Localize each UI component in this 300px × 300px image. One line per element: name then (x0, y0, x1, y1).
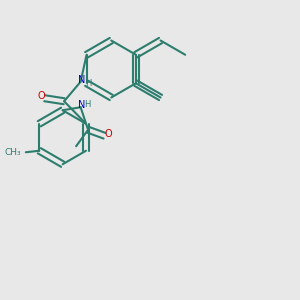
Text: H: H (85, 79, 91, 88)
Text: N: N (77, 100, 85, 110)
Text: H: H (84, 100, 90, 109)
Text: O: O (105, 129, 112, 139)
Text: CH₃: CH₃ (5, 148, 21, 157)
Text: O: O (37, 91, 45, 101)
Text: N: N (78, 75, 86, 85)
